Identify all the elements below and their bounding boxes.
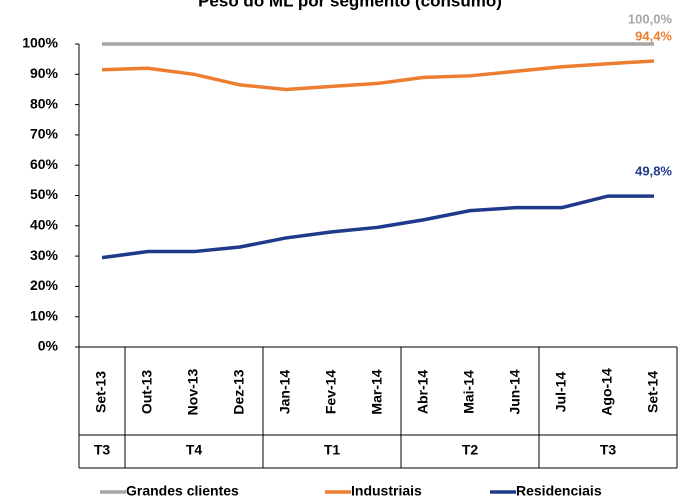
x-tick-label: Jan-14 — [277, 370, 293, 415]
y-tick-label: 90% — [30, 65, 59, 81]
legend-label: Grandes clientes — [126, 483, 239, 499]
y-tick-label: 70% — [30, 126, 59, 142]
legend-label: Industriais — [351, 483, 422, 499]
x-tick-label: Mar-14 — [369, 369, 385, 414]
x-tick-label: Out-13 — [139, 370, 155, 415]
y-tick-label: 30% — [30, 247, 59, 263]
group-label: T3 — [600, 442, 617, 458]
group-label: T4 — [186, 442, 203, 458]
x-tick-label: Ago-14 — [599, 368, 615, 416]
x-tick-label: Dez-13 — [231, 369, 247, 414]
x-tick-label: Abr-14 — [415, 370, 431, 415]
x-tick-label: Set-14 — [645, 371, 661, 413]
x-tick-label: Jun-14 — [507, 369, 523, 414]
y-tick-label: 20% — [30, 277, 59, 293]
chart-title: Peso do ML por segmento (consumo) — [198, 0, 502, 10]
value-label: 94,4% — [635, 28, 672, 43]
legend-label: Residenciais — [516, 483, 602, 499]
y-tick-label: 100% — [22, 35, 58, 51]
series-line — [101, 59, 655, 92]
y-tick-label: 0% — [38, 338, 59, 354]
x-tick-label: Nov-13 — [185, 368, 201, 415]
series-line — [101, 194, 654, 260]
value-label: 49,8% — [635, 164, 672, 179]
x-tick-label: Fev-14 — [323, 370, 339, 415]
x-tick-label: Mai-14 — [461, 370, 477, 414]
x-tick-label: Set-13 — [93, 371, 109, 413]
y-tick-label: 60% — [30, 156, 59, 172]
value-label: 100,0% — [628, 11, 673, 26]
group-label: T3 — [94, 442, 111, 458]
y-tick-label: 50% — [30, 186, 59, 202]
y-tick-label: 40% — [30, 217, 59, 233]
y-tick-label: 80% — [30, 95, 59, 111]
group-label: T1 — [324, 442, 341, 458]
group-label: T2 — [462, 442, 479, 458]
x-tick-label: Jul-14 — [553, 372, 569, 413]
y-tick-label: 10% — [30, 307, 59, 323]
